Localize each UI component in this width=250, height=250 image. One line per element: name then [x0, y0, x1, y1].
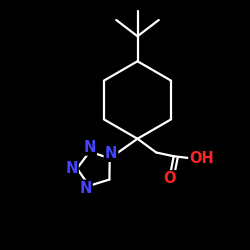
Text: N: N — [84, 140, 96, 154]
Text: OH: OH — [190, 151, 214, 166]
Text: N: N — [105, 146, 117, 161]
Text: O: O — [164, 171, 176, 186]
Text: N: N — [65, 161, 78, 176]
Text: N: N — [79, 181, 92, 196]
